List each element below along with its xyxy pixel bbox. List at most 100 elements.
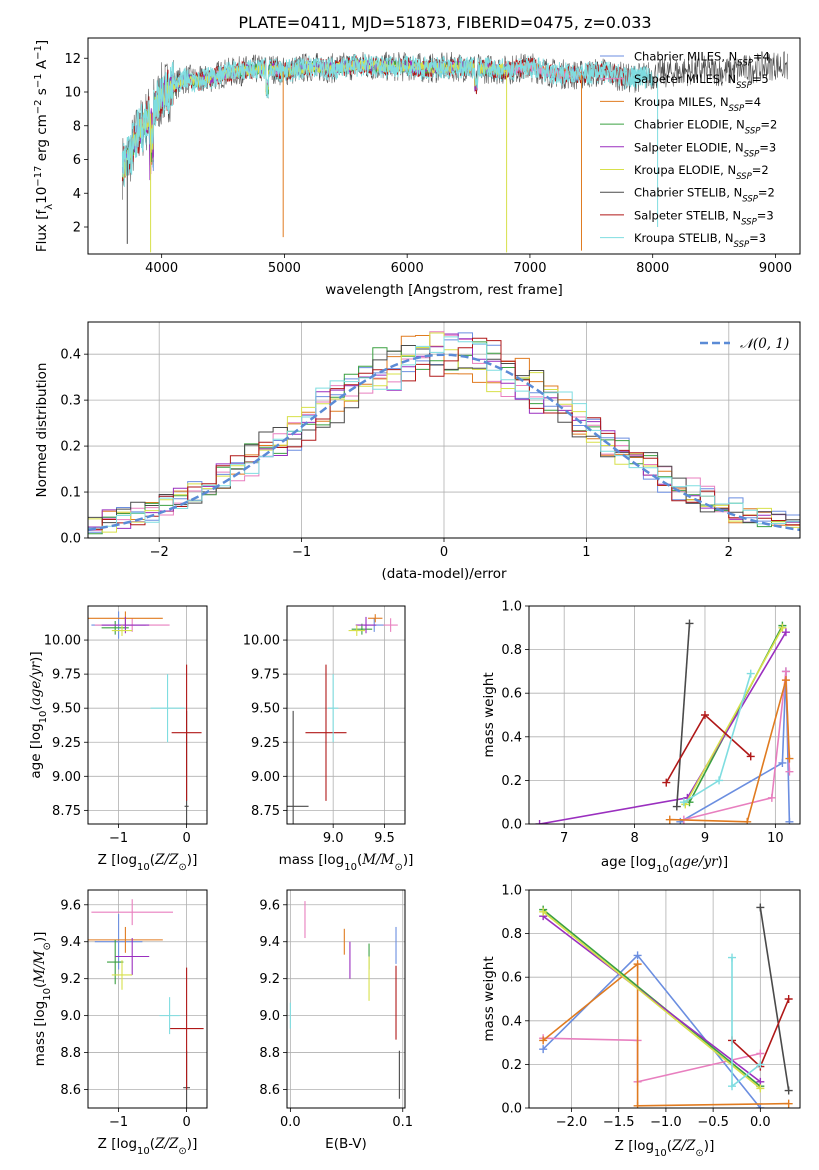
- y-tick-label: 0.8: [501, 643, 522, 658]
- point-marker: [633, 960, 642, 969]
- point-marker: [784, 1099, 793, 1108]
- weight-lines: [535, 619, 794, 824]
- panel-residuals: −2 −1 0 1 2 0.0 0.1 0.2 0.3 0.4 (data-model)/error…: [34, 321, 801, 582]
- label-part: 10: [38, 711, 49, 724]
- y-axis-label: Normed distribution: [34, 363, 50, 498]
- y-tick-label: 12: [64, 52, 81, 67]
- label-part: Z [log: [98, 852, 137, 868]
- x-axis-label: E(B-V): [325, 1136, 367, 1152]
- axes-frame: [87, 321, 801, 539]
- y-tick-label: 9.4: [60, 935, 81, 950]
- y-tick-label: 10: [64, 86, 81, 101]
- label-part: (: [28, 705, 44, 710]
- point-marker: [784, 995, 793, 1003]
- y-axis-label: age [log10(age/yr)]: [28, 651, 49, 778]
- series-line: [759, 907, 790, 1091]
- label-part: A: [34, 59, 50, 73]
- label-part: /: [697, 854, 705, 870]
- label-part: /: [162, 852, 170, 868]
- legend-label: Kroupa STELIB, NSSP=3: [634, 231, 766, 250]
- series-line: [542, 954, 761, 1108]
- label-part: 10: [137, 862, 150, 873]
- y-tick-label: 9.0: [60, 1009, 81, 1024]
- x-tick-label: 0: [440, 545, 448, 560]
- label-part: )]: [28, 651, 44, 662]
- legend-text: =3: [757, 208, 774, 222]
- histogram-steps: [88, 331, 800, 537]
- y-tick-label: 9.2: [259, 972, 280, 987]
- label-part: /: [162, 1136, 170, 1152]
- axes-frame: [528, 605, 801, 825]
- point-marker: [781, 676, 790, 685]
- y-axis-label: mass [log10(M/M⊙)]: [32, 932, 53, 1067]
- x-tick-label: 9.5: [374, 831, 395, 846]
- label-part: (: [669, 854, 674, 870]
- point-marker: [715, 776, 724, 785]
- point-marker: [778, 758, 787, 767]
- y-tick-label: 8.8: [60, 1046, 81, 1061]
- y-tick-label: 8.6: [60, 1083, 81, 1098]
- errorbar-salpeter-miles: [91, 899, 173, 926]
- legend-label: Kroupa MILES, NSSP=4: [634, 95, 761, 114]
- point-marker: [756, 1060, 765, 1069]
- x-tick-label: 7: [560, 831, 568, 846]
- y-tick-label: 0.0: [501, 818, 522, 833]
- y-tick-label: 9.25: [251, 736, 280, 751]
- x-tick-label: −1.0: [650, 1115, 682, 1130]
- legend-subscript: SSP: [744, 149, 760, 159]
- x-tick-label: 6000: [391, 261, 424, 276]
- x-tick-label: 9000: [759, 261, 792, 276]
- y-tick-label: 6: [73, 153, 81, 168]
- label-part: M: [32, 968, 48, 984]
- weight-line-chabrier-miles: [676, 667, 794, 824]
- panel-mass-vs-EBV: 0.0 0.1 8.6 8.8 9.0 9.2 9.4 9.6 E(B-V): [259, 889, 413, 1152]
- errorbar-kroupa-elodie: [348, 625, 365, 636]
- axes-frame: [286, 605, 406, 825]
- point-marker: [535, 820, 544, 824]
- y-tick-label: 0.4: [60, 348, 81, 363]
- series-line: [539, 631, 787, 824]
- y-tick-label: 0.8: [501, 927, 522, 942]
- legend-label: 𝒩(0, 1): [740, 336, 789, 352]
- legend-subscript: SSP: [736, 172, 752, 182]
- spectrum-line-kroupa-stelib: [121, 55, 647, 178]
- legend-text: Kroupa MILES, N: [634, 95, 729, 109]
- point-marker: [539, 1045, 548, 1054]
- label-part: ⊙: [394, 862, 402, 873]
- x-tick-label: 0.1: [392, 1115, 413, 1130]
- x-tick-label: 0.0: [750, 1115, 771, 1130]
- errorbar-kroupa-stelib: [328, 674, 339, 743]
- label-part: )]: [704, 1138, 715, 1154]
- label-part: (: [150, 1136, 155, 1152]
- point-marker: [700, 711, 709, 719]
- series-line: [542, 915, 761, 1083]
- point-marker: [756, 1084, 765, 1093]
- series-line: [542, 962, 789, 1107]
- label-part: M: [32, 949, 48, 965]
- errorbars: [88, 611, 202, 824]
- x-tick-label: 8000: [636, 261, 669, 276]
- label-part: Z: [154, 852, 165, 868]
- y-tick-label: 9.4: [259, 935, 280, 950]
- label-part: M: [361, 852, 377, 868]
- label-part: age: [28, 681, 44, 706]
- weight-line-salpeter-elodie: [535, 628, 790, 824]
- label-part: 10: [654, 1148, 667, 1159]
- label-part: Z: [685, 1138, 696, 1154]
- y-tick-label: 9.75: [251, 668, 280, 683]
- x-axis-label: wavelength [Angstrom, rest frame]: [325, 282, 563, 298]
- y-tick-label: 9.50: [251, 702, 280, 717]
- axes-frame: [87, 605, 208, 825]
- label-part: Z [log: [615, 1138, 654, 1154]
- x-tick-label: −2.0: [556, 1115, 588, 1130]
- label-part: Z: [168, 1136, 179, 1152]
- y-tick-label: 1.0: [501, 884, 522, 899]
- errorbar-chabrier-elodie: [101, 620, 129, 635]
- label-part: Z: [168, 852, 179, 868]
- label-part: yr: [702, 854, 719, 870]
- legend-text: Chabrier ELODIE, N: [634, 118, 745, 132]
- spectrum-lines: [121, 51, 788, 253]
- y-tick-label: 0.2: [60, 440, 81, 455]
